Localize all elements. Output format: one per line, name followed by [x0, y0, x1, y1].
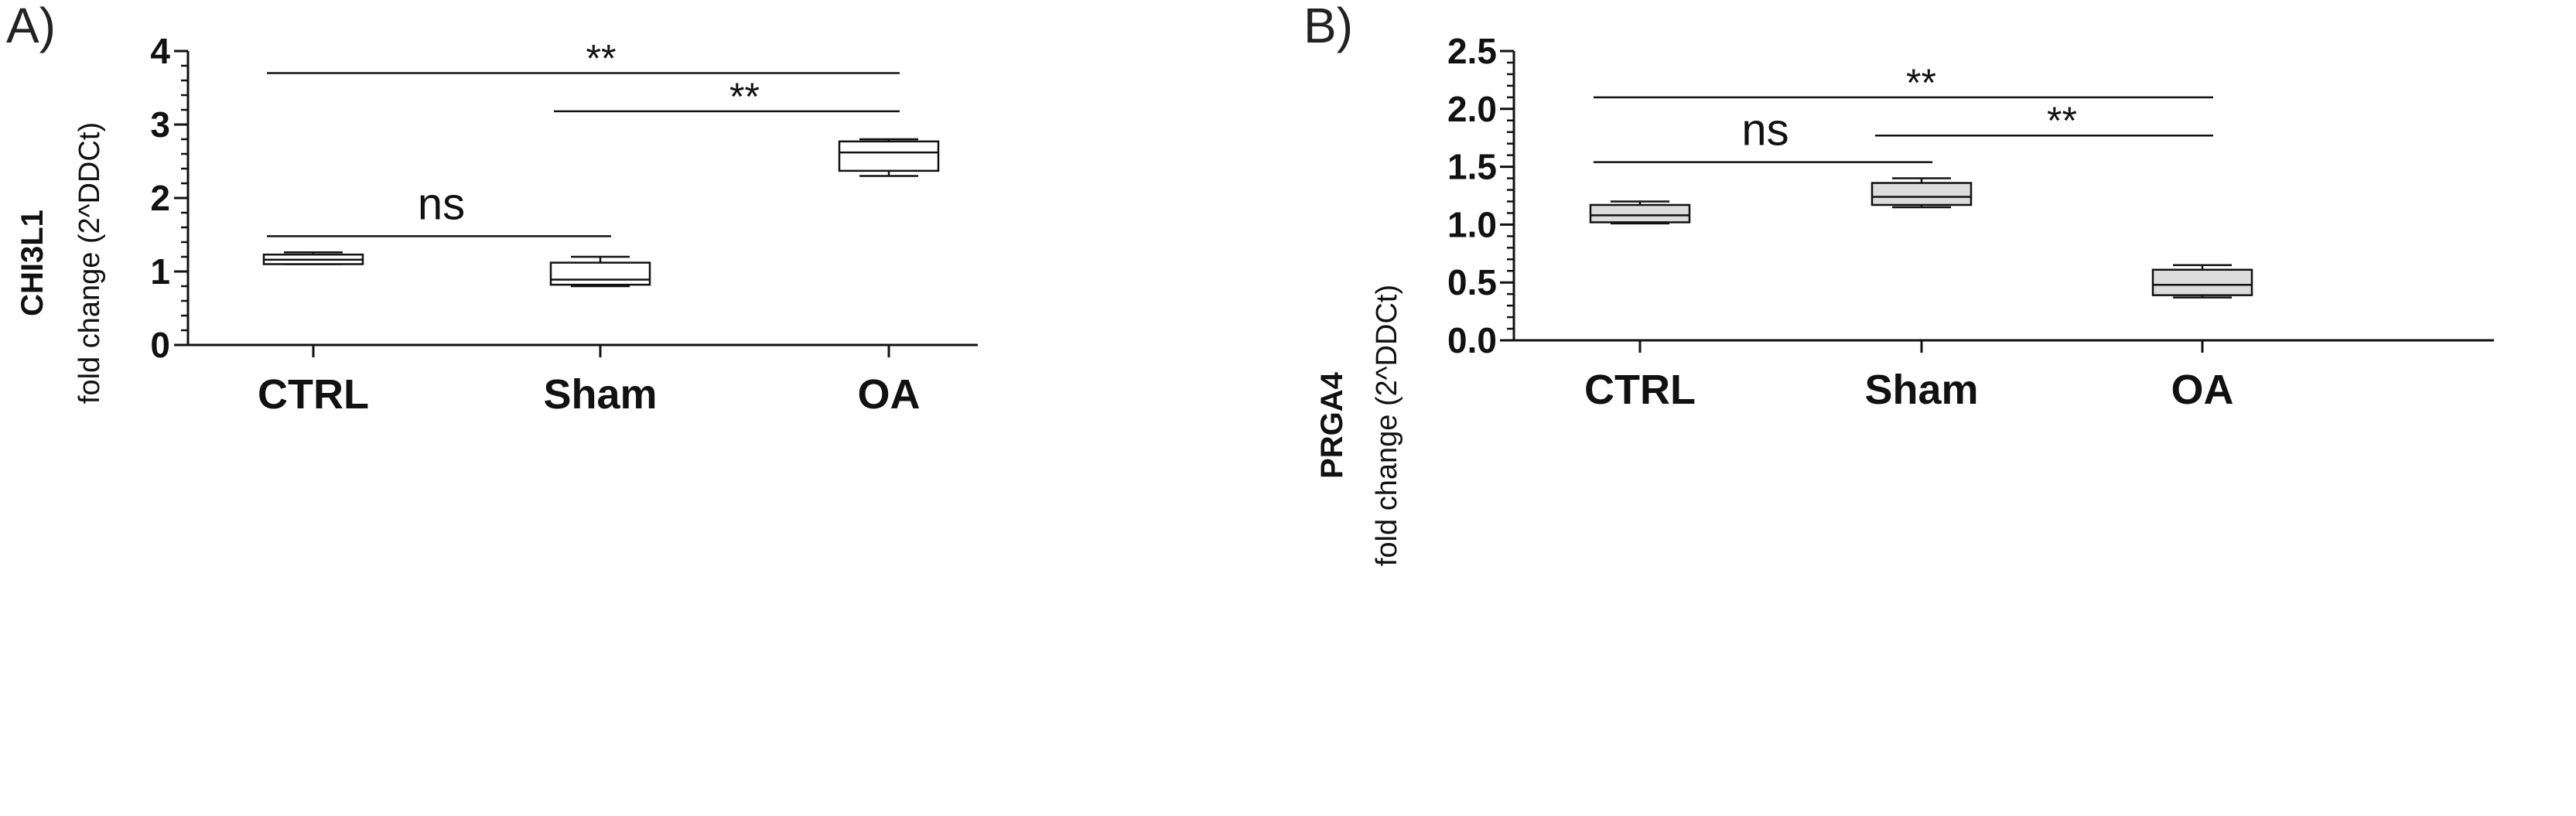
panel-label-b: B): [1303, 0, 1353, 53]
y-tick-label: 0.0: [1447, 320, 1497, 360]
significance-label: **: [729, 75, 760, 118]
chart-panel-a: A) CHI3L1 fold change (2^DDCt) 0 1 2 3 4 CTRL…: [6, 0, 978, 418]
x-category-label: CTRL: [1584, 367, 1696, 413]
x-category-label: Sham: [543, 371, 657, 418]
y-tick-label: 3: [150, 104, 170, 145]
chart-panel-b: B) PRGA4 fold change (2^DDCt) 0.0 0.5 1.0 1…: [1288, 0, 2576, 816]
y-tick-label: 1.0: [1447, 204, 1497, 244]
x-category-label: OA: [858, 371, 921, 418]
box-iqr: [1589, 203, 1691, 224]
y-tick-label: 0: [150, 325, 170, 365]
y-axis-subtitle-b: fold change (2^DDCt): [1371, 285, 1403, 566]
significance-label: **: [1906, 61, 1936, 104]
y-tick-label: 2: [150, 178, 170, 218]
y-axis-subtitle-a: fold change (2^DDCt): [73, 122, 106, 404]
y-tick-label: 2.5: [1447, 31, 1497, 71]
significance-label: ns: [1741, 105, 1789, 155]
y-tick-label: 2.0: [1447, 89, 1497, 129]
y-tick-label: 4: [150, 31, 170, 71]
box-iqr: [838, 140, 940, 172]
y-tick-label: 1.5: [1447, 147, 1497, 187]
box-iqr: [2151, 268, 2253, 296]
significance-label: **: [2047, 99, 2077, 142]
significance-label: **: [586, 37, 617, 80]
box-iqr: [1871, 182, 1973, 207]
x-category-label: CTRL: [258, 371, 369, 418]
y-axis-title-b: PRGA4: [1315, 371, 1349, 479]
x-category-label: Sham: [1864, 367, 1978, 413]
chart-b-svg: B) PRGA4 fold change (2^DDCt) 0.0 0.5 1.0 1…: [1303, 0, 2494, 566]
significance-label: ns: [418, 179, 465, 229]
y-tick-label: 0.5: [1447, 262, 1497, 302]
y-tick-label: 1: [150, 251, 170, 292]
chart-a-svg: A) CHI3L1 fold change (2^DDCt) 0 1 2 3 4 CTRL…: [6, 0, 978, 418]
panel-label-a: A): [6, 0, 56, 53]
box-iqr: [549, 261, 651, 286]
x-category-label: OA: [2171, 367, 2234, 413]
y-axis-title-a: CHI3L1: [15, 210, 50, 316]
